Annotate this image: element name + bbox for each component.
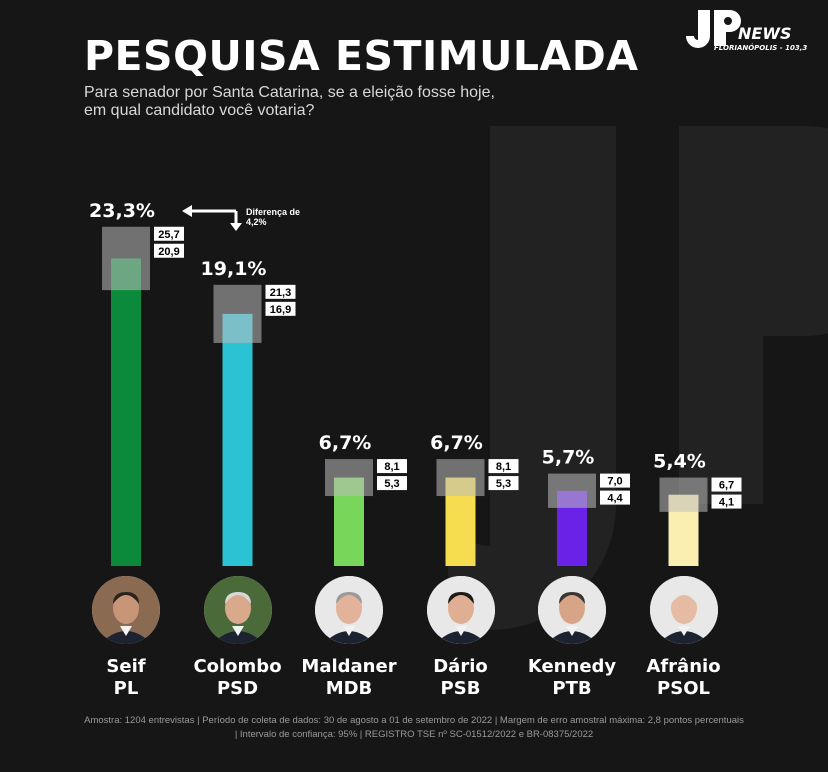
logo-city-text: FLORIANÓPOLIS - 103,3 bbox=[714, 44, 808, 52]
value-label-5: 5,4% bbox=[653, 451, 706, 473]
bar-chart: 23,3%25,7 20,9 19,1%21,3 16,9 6,7% 8,1 5,3 6,7%… bbox=[89, 200, 742, 566]
upper-label-3: 8,1 bbox=[496, 461, 511, 473]
lower-box-5 bbox=[711, 494, 742, 509]
methodology-footer: Amostra: 1204 entrevistas | Período de c… bbox=[40, 714, 788, 742]
candidate-photo bbox=[203, 576, 272, 644]
lower-label-3: 5,3 bbox=[496, 478, 511, 490]
difference-arrow-left-head bbox=[182, 205, 192, 217]
value-label-4: 5,7% bbox=[542, 447, 595, 469]
confidence-box-3 bbox=[436, 459, 485, 497]
subtitle-line-2: em qual candidato você votaria? bbox=[84, 102, 315, 119]
candidate-name: Afrânio bbox=[646, 656, 721, 677]
candidate-photo bbox=[426, 576, 495, 644]
candidate-5: Afrânio PSOL bbox=[624, 576, 744, 700]
upper-label-0: 25,7 bbox=[158, 229, 179, 241]
subtitle-line-1: Para senador por Santa Catarina, se a el… bbox=[84, 84, 495, 101]
logo-news-text: NEWS bbox=[738, 24, 792, 43]
lower-label-5: 4,1 bbox=[719, 497, 734, 509]
value-label-1: 19,1% bbox=[201, 258, 267, 280]
jp-logo-icon bbox=[686, 10, 741, 48]
candidate-party: PSOL bbox=[657, 678, 710, 699]
confidence-box-0 bbox=[102, 226, 150, 291]
lower-label-0: 20,9 bbox=[158, 246, 179, 258]
candidate-party: PTB bbox=[552, 678, 592, 699]
difference-arrow-down-head bbox=[230, 223, 242, 231]
upper-box-0 bbox=[154, 226, 184, 241]
value-label-3: 6,7% bbox=[430, 432, 483, 454]
upper-box-3 bbox=[488, 459, 519, 474]
difference-annotation-line-1: Diferença de bbox=[246, 207, 301, 217]
candidate-name: Dário bbox=[433, 656, 488, 677]
footer-line-2: | Intervalo de confiança: 95% | REGISTRO… bbox=[234, 729, 594, 740]
candidate-party: PL bbox=[113, 678, 139, 699]
candidate-party: MDB bbox=[325, 678, 373, 699]
upper-box-4 bbox=[600, 473, 630, 488]
page-title: PESQUISA ESTIMULADA bbox=[84, 32, 639, 80]
difference-annotation: Diferença de 4,2% bbox=[246, 207, 326, 227]
candidate-photo bbox=[315, 576, 383, 644]
lower-label-1: 16,9 bbox=[270, 304, 291, 316]
lower-box-4 bbox=[600, 490, 630, 505]
lower-label-4: 4,4 bbox=[607, 493, 623, 505]
value-label-0: 23,3% bbox=[89, 200, 155, 222]
candidate-party: PSB bbox=[440, 678, 481, 699]
upper-label-2: 8,1 bbox=[384, 461, 399, 473]
candidate-2: Maldaner MDB bbox=[289, 576, 409, 700]
lower-box-3 bbox=[488, 476, 519, 491]
candidate-4: Kennedy PTB bbox=[512, 576, 632, 700]
candidate-3: Dário PSB bbox=[401, 576, 521, 700]
upper-label-4: 7,0 bbox=[607, 476, 622, 488]
upper-box-2 bbox=[377, 459, 407, 474]
confidence-box-2 bbox=[325, 459, 373, 497]
lower-label-2: 5,3 bbox=[384, 478, 399, 490]
footer-line-1: Amostra: 1204 entrevistas | Período de c… bbox=[84, 715, 744, 726]
candidate-name: Maldaner bbox=[301, 656, 397, 677]
upper-label-5: 6,7 bbox=[719, 480, 734, 492]
bar-0 bbox=[111, 258, 141, 566]
candidate-photo bbox=[92, 576, 160, 644]
confidence-box-5 bbox=[659, 477, 708, 512]
lower-box-1 bbox=[265, 301, 296, 316]
upper-label-1: 21,3 bbox=[270, 287, 291, 299]
candidate-name: Seif bbox=[106, 656, 146, 677]
candidate-photo bbox=[538, 576, 606, 644]
confidence-box-4 bbox=[548, 473, 596, 508]
page-subtitle: Para senador por Santa Catarina, se a el… bbox=[84, 84, 544, 120]
candidate-party: PSD bbox=[216, 678, 259, 699]
candidate-name: Colombo bbox=[193, 656, 282, 677]
upper-box-1 bbox=[265, 284, 296, 299]
bar-1 bbox=[222, 313, 253, 566]
difference-annotation-line-2: 4,2% bbox=[246, 217, 267, 227]
candidate-photo bbox=[649, 576, 718, 644]
candidate-1: Colombo PSD bbox=[178, 576, 298, 700]
lower-box-0 bbox=[154, 243, 184, 258]
lower-box-2 bbox=[377, 476, 407, 491]
candidate-0: Seif PL bbox=[66, 576, 186, 700]
confidence-box-1 bbox=[213, 284, 262, 343]
upper-box-5 bbox=[711, 477, 742, 492]
candidate-name: Kennedy bbox=[527, 656, 617, 677]
value-label-2: 6,7% bbox=[319, 432, 372, 454]
